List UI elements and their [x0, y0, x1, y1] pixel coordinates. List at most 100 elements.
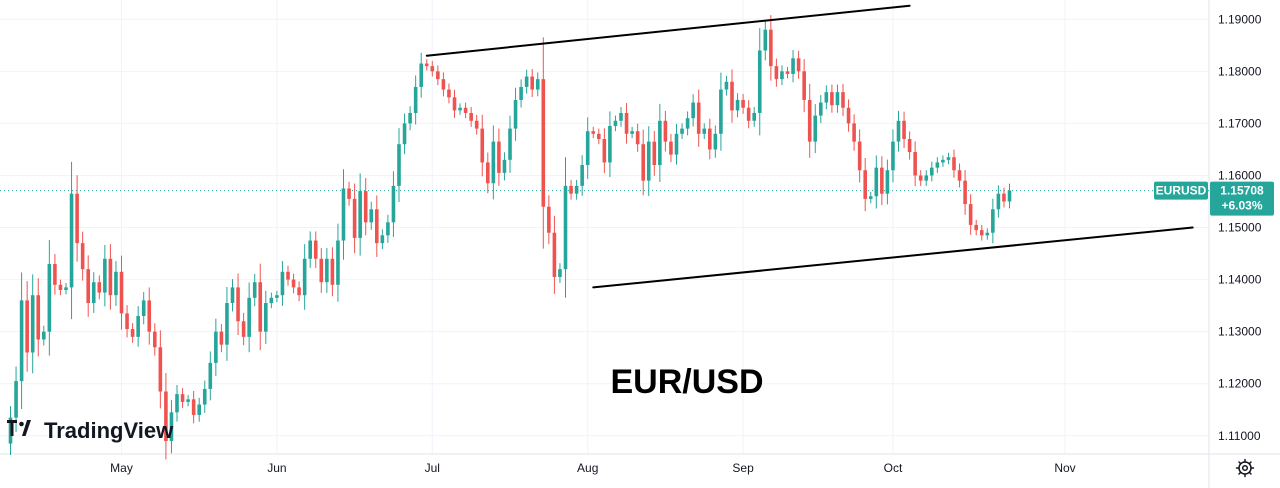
candle-body: [236, 287, 240, 322]
candle: [791, 49, 795, 83]
candle-body: [930, 167, 934, 176]
candle: [58, 279, 63, 296]
candle: [691, 94, 695, 127]
candle-body: [547, 206, 551, 233]
candle: [36, 278, 41, 357]
candle: [913, 141, 917, 187]
candle-body: [297, 287, 301, 296]
candle-body: [663, 120, 668, 142]
candle: [696, 89, 701, 147]
candle-body: [979, 230, 984, 236]
candle-body: [164, 391, 168, 441]
candle-body: [214, 331, 218, 363]
candle: [807, 83, 812, 158]
candle-body: [286, 271, 290, 280]
candle: [674, 123, 679, 165]
candle: [114, 261, 118, 306]
candle: [408, 106, 412, 131]
candle: [347, 181, 351, 206]
candle: [141, 292, 146, 325]
candle: [397, 128, 401, 203]
settings-gear-icon[interactable]: [1235, 458, 1255, 478]
candle: [574, 179, 579, 200]
candle-body: [807, 99, 812, 142]
trendline-lower[interactable]: [592, 226, 1194, 289]
candle: [991, 198, 995, 244]
candle-body: [746, 107, 751, 121]
candle: [957, 163, 962, 188]
candle: [469, 106, 473, 127]
candle-body: [658, 120, 662, 166]
candle: [97, 275, 102, 300]
candle: [652, 130, 657, 176]
candle: [436, 65, 440, 86]
candle: [935, 157, 940, 173]
candle: [635, 123, 640, 152]
candle-body: [424, 63, 429, 67]
candle: [380, 229, 385, 250]
candle-body: [530, 76, 534, 90]
candle-body: [225, 303, 229, 345]
candle: [164, 373, 168, 460]
candle-body: [69, 193, 74, 288]
candle: [597, 128, 601, 145]
candle-body: [1002, 193, 1006, 202]
candle-body: [619, 112, 623, 121]
trendline-upper[interactable]: [425, 4, 911, 57]
candle-body: [197, 404, 201, 415]
candle: [963, 169, 967, 215]
candle-body: [91, 282, 96, 304]
candle-body: [408, 112, 412, 124]
candle-body: [635, 131, 640, 145]
candle: [358, 173, 362, 256]
candle: [80, 231, 85, 281]
candle-body: [119, 271, 124, 314]
candle-body: [802, 71, 806, 100]
candle-body: [458, 107, 462, 111]
last-price-value: 1.15708: [1220, 184, 1264, 198]
candle-body: [463, 107, 468, 113]
candle: [75, 175, 79, 262]
candle: [591, 126, 596, 139]
chart-title: EUR/USD: [610, 363, 763, 401]
candle-body: [952, 157, 956, 171]
candle-body: [974, 224, 978, 231]
candle-body: [80, 243, 85, 270]
candle: [552, 215, 557, 294]
candle: [669, 134, 673, 163]
candle-body: [830, 92, 834, 106]
candle: [813, 104, 818, 154]
candle-body: [941, 159, 945, 163]
candle-body: [75, 193, 79, 244]
candle: [208, 351, 213, 401]
price-axis[interactable]: 1.11000 1.12000 1.13000 1.14000 1.15000 1.160…: [1218, 12, 1262, 443]
candle: [291, 273, 296, 294]
candle: [341, 169, 346, 260]
candle-body: [191, 399, 196, 415]
time-axis[interactable]: May Jun Jul Aug Sep Oct Nov: [110, 461, 1076, 475]
candle: [319, 248, 324, 293]
candle-body: [358, 191, 362, 238]
candle-body: [108, 258, 113, 296]
candle: [641, 129, 645, 196]
y-tick-label: 1.12000: [1218, 377, 1262, 391]
candle-body: [275, 295, 279, 298]
candle: [447, 83, 451, 104]
candle: [830, 84, 834, 113]
candle: [585, 117, 590, 179]
candle-body: [674, 133, 679, 155]
candle: [846, 99, 851, 132]
candle-body: [208, 362, 213, 389]
candle: [541, 37, 546, 249]
candle-body: [114, 271, 118, 296]
candle-body: [86, 269, 90, 304]
candle: [952, 149, 956, 178]
candle-body: [785, 71, 790, 74]
candle: [502, 152, 507, 181]
symbol-label: EURUSD: [1156, 184, 1207, 198]
candle-body: [913, 152, 917, 176]
y-tick-label: 1.17000: [1218, 116, 1262, 130]
candle-body: [613, 120, 618, 126]
candle-body: [719, 89, 723, 134]
